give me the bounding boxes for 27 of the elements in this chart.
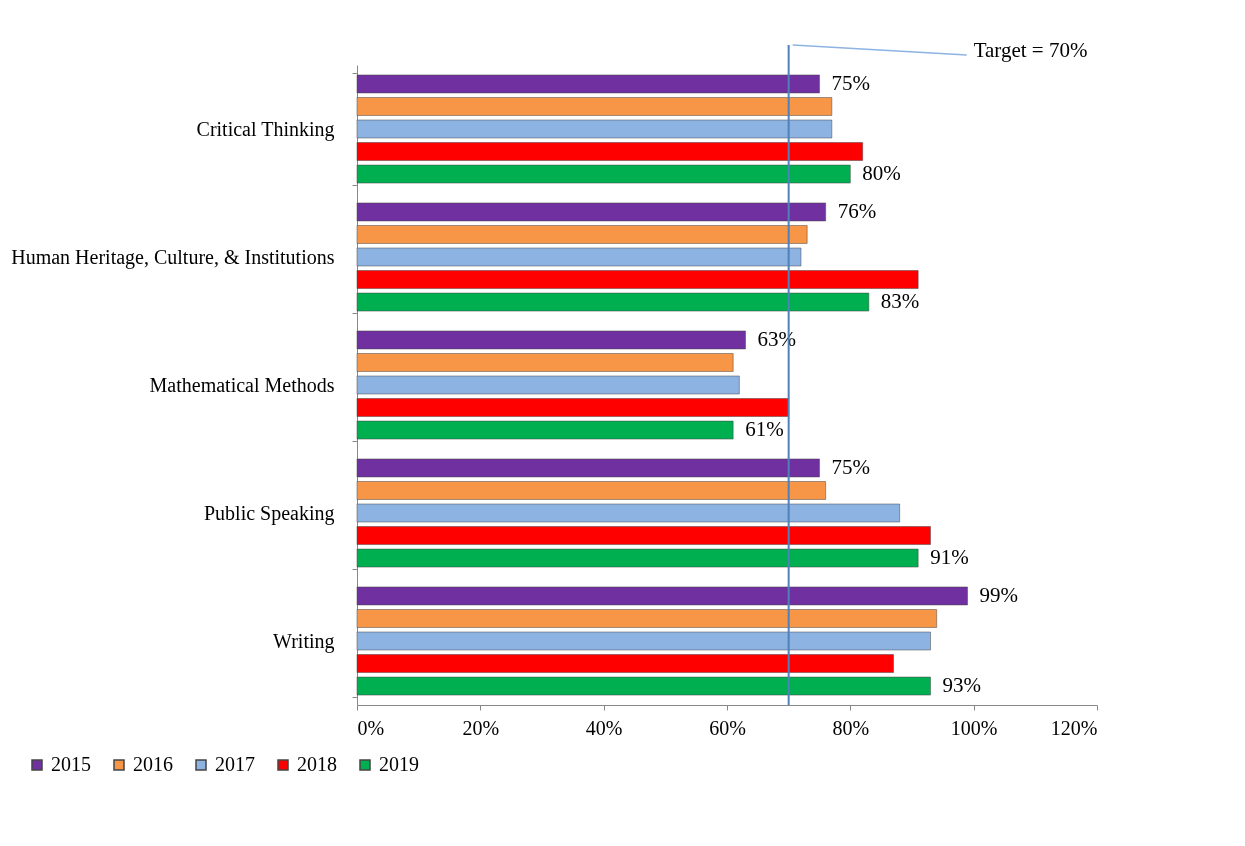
data-label: 76% — [837, 198, 877, 223]
data-label: 99% — [979, 582, 1018, 607]
legend-label: 2016 — [133, 753, 173, 775]
data-label: 80% — [862, 161, 901, 186]
y-tick-label: Human Heritage, Culture, & Institutions — [11, 245, 335, 269]
ref-line-label: Target = 70% — [973, 38, 1088, 62]
data-label: 91% — [930, 545, 969, 570]
legend-label: 2017 — [215, 753, 255, 775]
x-tick-label: 20% — [462, 716, 500, 739]
x-tick-label: 40% — [585, 716, 623, 739]
x-tick-label: 120% — [1050, 716, 1098, 739]
y-tick-label: Critical Thinking — [196, 117, 335, 141]
legend-label: 2018 — [297, 753, 337, 775]
y-tick-label: Mathematical Methods — [149, 373, 335, 396]
x-tick-label: 0% — [357, 716, 385, 739]
legend-label: 2019 — [379, 753, 419, 775]
legend-label: 2015 — [51, 753, 91, 775]
y-tick-label: Writing — [273, 629, 335, 653]
x-tick-label: 80% — [832, 716, 870, 739]
y-tick-label: Public Speaking — [203, 501, 335, 525]
data-label: 83% — [880, 289, 920, 314]
x-tick-label: 100% — [950, 716, 998, 739]
data-label: 75% — [831, 70, 870, 95]
x-tick-label: 60% — [709, 716, 746, 739]
data-label: 75% — [831, 454, 870, 479]
data-label: 61% — [745, 417, 784, 442]
data-label: 93% — [942, 673, 981, 698]
